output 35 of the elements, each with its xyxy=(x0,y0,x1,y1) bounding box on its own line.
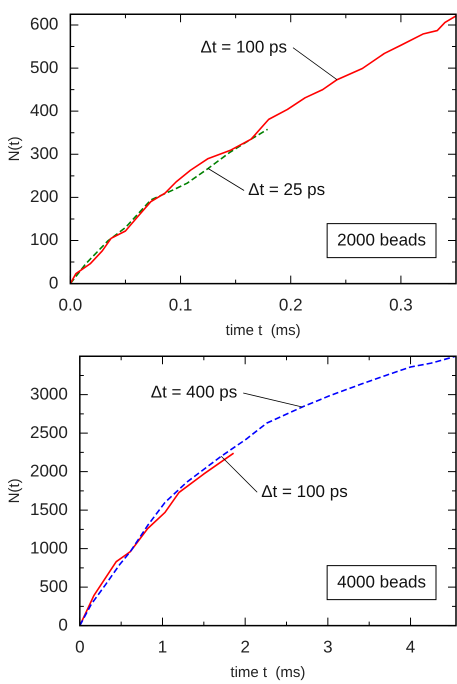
x-tick-label: 4 xyxy=(406,637,416,656)
y-tick-label: 100 xyxy=(30,230,58,250)
annotation: 4000 beads xyxy=(337,572,426,592)
x-axis-title: time t (ms) xyxy=(226,322,301,340)
y-axis-title: N(t) xyxy=(6,478,24,504)
x-tick-label: 0.0 xyxy=(58,295,82,314)
y-tick-label: 3000 xyxy=(30,384,68,404)
y-tick-label: 600 xyxy=(30,14,58,34)
y-tick-label: 300 xyxy=(30,144,58,163)
annotation: Δt = 100 ps xyxy=(261,482,348,501)
annotation: Δt = 400 ps xyxy=(150,382,238,402)
x-tick-label: 1 xyxy=(158,637,168,656)
x-tick-label: 3 xyxy=(323,637,333,656)
annotation: Δt = 100 ps xyxy=(200,37,288,56)
y-tick-label: 2500 xyxy=(30,422,68,442)
line-series xyxy=(70,128,268,284)
y-tick-label: 200 xyxy=(30,187,58,206)
y-tick-label: 500 xyxy=(39,576,68,596)
annotation: 2000 beads xyxy=(337,230,426,250)
y-tick-label: 0 xyxy=(58,615,68,634)
y-tick-label: 500 xyxy=(30,58,58,77)
x-tick-label: 2 xyxy=(240,637,250,656)
line-series xyxy=(80,356,456,626)
y-tick-label: 400 xyxy=(30,100,58,120)
annotation: Δt = 25 ps xyxy=(248,180,326,200)
x-tick-label: 0 xyxy=(75,637,85,656)
x-axis-title: time t (ms) xyxy=(230,664,306,682)
x-tick-label: 0.1 xyxy=(168,295,192,314)
y-axis-title: N(t) xyxy=(6,136,24,162)
x-tick-label: 0.3 xyxy=(389,295,413,314)
y-tick-label: 1500 xyxy=(30,500,68,519)
y-tick-label: 2000 xyxy=(30,461,68,480)
x-tick-label: 0.2 xyxy=(278,295,303,314)
y-tick-label: 0 xyxy=(48,273,58,292)
y-tick-label: 1000 xyxy=(30,538,68,558)
